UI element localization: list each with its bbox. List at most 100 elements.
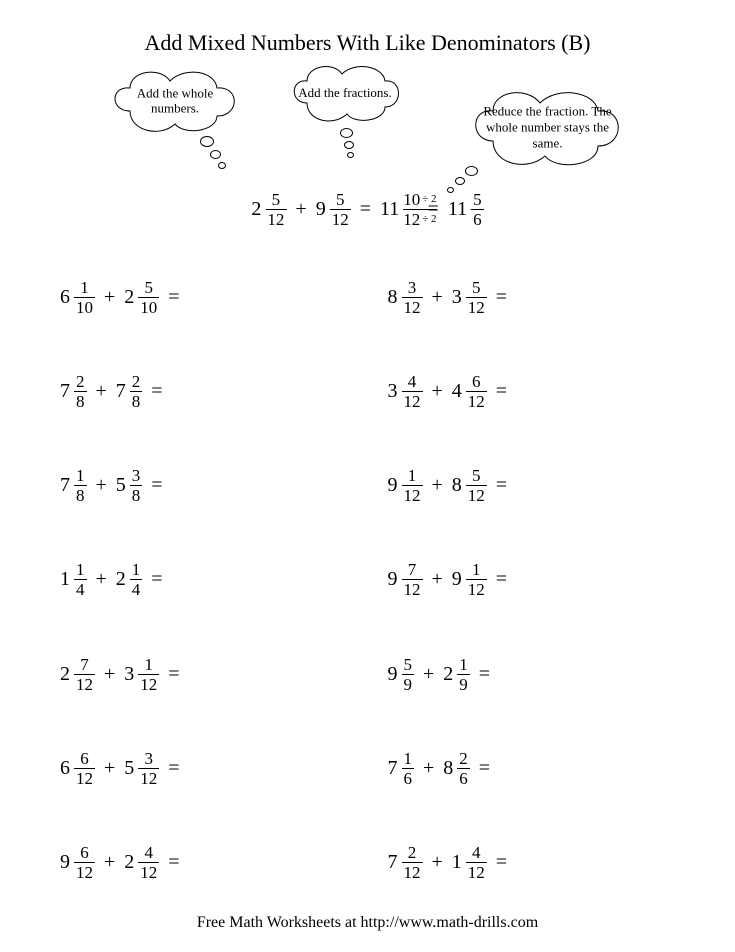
plus-sign: +	[429, 286, 446, 309]
whole-part: 7	[116, 380, 126, 403]
numerator: 10	[403, 191, 420, 208]
plus-sign: +	[93, 568, 110, 591]
problem-row: 728+728=	[60, 350, 348, 432]
problem-row: 8312+3512=	[388, 256, 676, 338]
numerator: 6	[78, 844, 91, 862]
denominator: 9	[457, 674, 470, 693]
fraction: 28	[130, 373, 143, 410]
equals-sign: =	[476, 757, 493, 780]
numerator: 1	[74, 561, 87, 579]
fraction: 19	[457, 656, 470, 693]
whole-part: 11	[448, 198, 467, 221]
fraction: 5 12	[330, 191, 351, 228]
plus-sign: +	[101, 286, 118, 309]
numerator: 2	[74, 373, 87, 391]
whole-part: 1	[60, 568, 70, 591]
mixed-number: 9112	[452, 561, 487, 598]
mixed-number: 538	[116, 467, 143, 504]
mixed-number: 9712	[388, 561, 423, 598]
plus-sign: +	[420, 757, 437, 780]
numerator: 1	[457, 656, 470, 674]
fraction: 612	[74, 750, 95, 787]
numerator: 5	[402, 656, 415, 674]
numerator: 1	[78, 279, 91, 297]
denominator: 12	[402, 862, 423, 881]
mixed-number: 7212	[388, 844, 423, 881]
denominator: 4	[74, 579, 87, 598]
equals-sign: =	[493, 380, 510, 403]
denominator: 12	[74, 768, 95, 787]
denominator: 12	[330, 209, 351, 228]
problem-row: 7212+1412=	[388, 822, 676, 904]
fraction: 510	[138, 279, 159, 316]
problem-row: 2712+3112=	[60, 633, 348, 715]
mixed-number: 219	[443, 656, 470, 693]
whole-part: 5	[116, 474, 126, 497]
problem-row: 114+214=	[60, 539, 348, 621]
numerator: 5	[270, 191, 283, 209]
fraction: 112	[138, 656, 159, 693]
fraction: 5 12	[265, 191, 286, 228]
fraction: 712	[74, 656, 95, 693]
whole-part: 9	[60, 851, 70, 874]
whole-part: 9	[388, 663, 398, 686]
plus-sign: +	[429, 851, 446, 874]
whole-part: 7	[60, 380, 70, 403]
numerator: 4	[406, 373, 419, 391]
denominator: 12	[402, 485, 423, 504]
denominator: 12	[466, 485, 487, 504]
numerator: 2	[406, 844, 419, 862]
equals-sign: =	[357, 198, 374, 221]
whole-part: 2	[124, 286, 134, 309]
mixed-number: 8312	[388, 279, 423, 316]
whole-part: 9	[388, 474, 398, 497]
cloud-add-fractions: Add the fractions.	[285, 61, 405, 131]
mixed-number: 9612	[60, 844, 95, 881]
equals-sign: =	[425, 198, 442, 221]
whole-part: 3	[124, 663, 134, 686]
fraction: 112	[466, 561, 487, 598]
equals-sign: =	[148, 474, 165, 497]
mixed-number: 1412	[452, 844, 487, 881]
mixed-number: 5312	[124, 750, 159, 787]
denominator: 12	[74, 862, 95, 881]
whole-part: 8	[443, 757, 453, 780]
mixed-number: 718	[60, 467, 87, 504]
worksheet-page: Add Mixed Numbers With Like Denominators…	[0, 0, 735, 952]
mixed-number: 3112	[124, 656, 159, 693]
whole-part: 11	[380, 198, 399, 221]
denominator: 6	[457, 768, 470, 787]
numerator: 5	[471, 191, 484, 209]
mixed-number: 826	[443, 750, 470, 787]
numerator: 5	[334, 191, 347, 209]
mixed-number: 9112	[388, 467, 423, 504]
denominator: 12	[138, 768, 159, 787]
numerator: 1	[406, 467, 419, 485]
problem-row: 9112+8512=	[388, 445, 676, 527]
denominator: 12	[466, 579, 487, 598]
equals-sign: =	[493, 474, 510, 497]
fraction: 512	[466, 279, 487, 316]
example-equation: 2 5 12 + 9 5 12 = 11 10	[251, 191, 483, 228]
equals-sign: =	[493, 568, 510, 591]
mixed-number: 728	[116, 373, 143, 410]
whole-part: 3	[388, 380, 398, 403]
whole-part: 9	[452, 568, 462, 591]
denominator: 12	[466, 391, 487, 410]
numerator: 6	[470, 373, 483, 391]
equals-sign: =	[165, 663, 182, 686]
denominator: 6	[402, 768, 415, 787]
whole-part: 2	[443, 663, 453, 686]
denominator: 12	[402, 579, 423, 598]
problem-row: 9612+2412=	[60, 822, 348, 904]
mixed-number: 2510	[124, 279, 159, 316]
numerator: 5	[470, 467, 483, 485]
fraction: 5 6	[471, 191, 484, 228]
denominator: 12	[74, 674, 95, 693]
numerator: 5	[470, 279, 483, 297]
mixed-number: 2712	[60, 656, 95, 693]
page-title: Add Mixed Numbers With Like Denominators…	[50, 30, 685, 56]
mixed-number: 2412	[124, 844, 159, 881]
fraction: 28	[74, 373, 87, 410]
plus-sign: +	[101, 851, 118, 874]
